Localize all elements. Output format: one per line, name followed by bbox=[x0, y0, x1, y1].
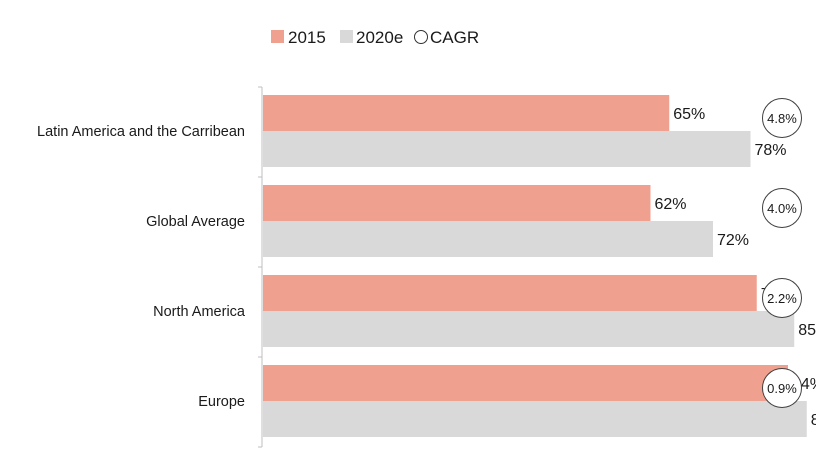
data-label-2015: 65% bbox=[673, 106, 705, 123]
data-label-2020e: 87% bbox=[811, 412, 816, 429]
cagr-label: 2.2% bbox=[767, 291, 797, 306]
bar-2020e bbox=[263, 401, 807, 437]
category-label: Global Average bbox=[146, 214, 245, 230]
cagr-label: 4.8% bbox=[767, 111, 797, 126]
data-label-2020e: 85% bbox=[798, 322, 816, 339]
legend-label-cagr: CAGR bbox=[430, 28, 479, 47]
category-label: Latin America and the Carribean bbox=[37, 124, 245, 140]
plot-area: Latin America and the Carribean 65% 78% 4.8… bbox=[37, 86, 816, 448]
legend-label-2015: 2015 bbox=[288, 28, 326, 47]
bar-2015 bbox=[263, 185, 651, 221]
bar-2020e bbox=[263, 221, 713, 257]
cagr-label: 4.0% bbox=[767, 201, 797, 216]
category-label: Europe bbox=[198, 394, 245, 410]
legend-label-2020e: 2020e bbox=[356, 28, 403, 47]
cagr-bubble bbox=[762, 368, 802, 408]
cagr-label: 0.9% bbox=[767, 381, 797, 396]
cagr-bubble bbox=[762, 188, 802, 228]
category-label: North America bbox=[153, 304, 246, 320]
bar-2015 bbox=[263, 275, 757, 311]
bar-2020e bbox=[263, 311, 795, 347]
cagr-bubble bbox=[762, 278, 802, 318]
legend-swatch-2020e bbox=[340, 30, 353, 43]
bar-2015 bbox=[263, 95, 670, 131]
cagr-bubble bbox=[762, 98, 802, 138]
bar-2020e bbox=[263, 131, 751, 167]
data-label-2020e: 78% bbox=[755, 142, 787, 159]
legend: 2015 2020e CAGR bbox=[271, 28, 479, 47]
data-label-2020e: 72% bbox=[717, 232, 749, 249]
data-label-2015: 62% bbox=[655, 196, 687, 213]
legend-marker-cagr bbox=[414, 30, 428, 44]
legend-swatch-2015 bbox=[271, 30, 284, 43]
bar-2015 bbox=[263, 365, 788, 401]
